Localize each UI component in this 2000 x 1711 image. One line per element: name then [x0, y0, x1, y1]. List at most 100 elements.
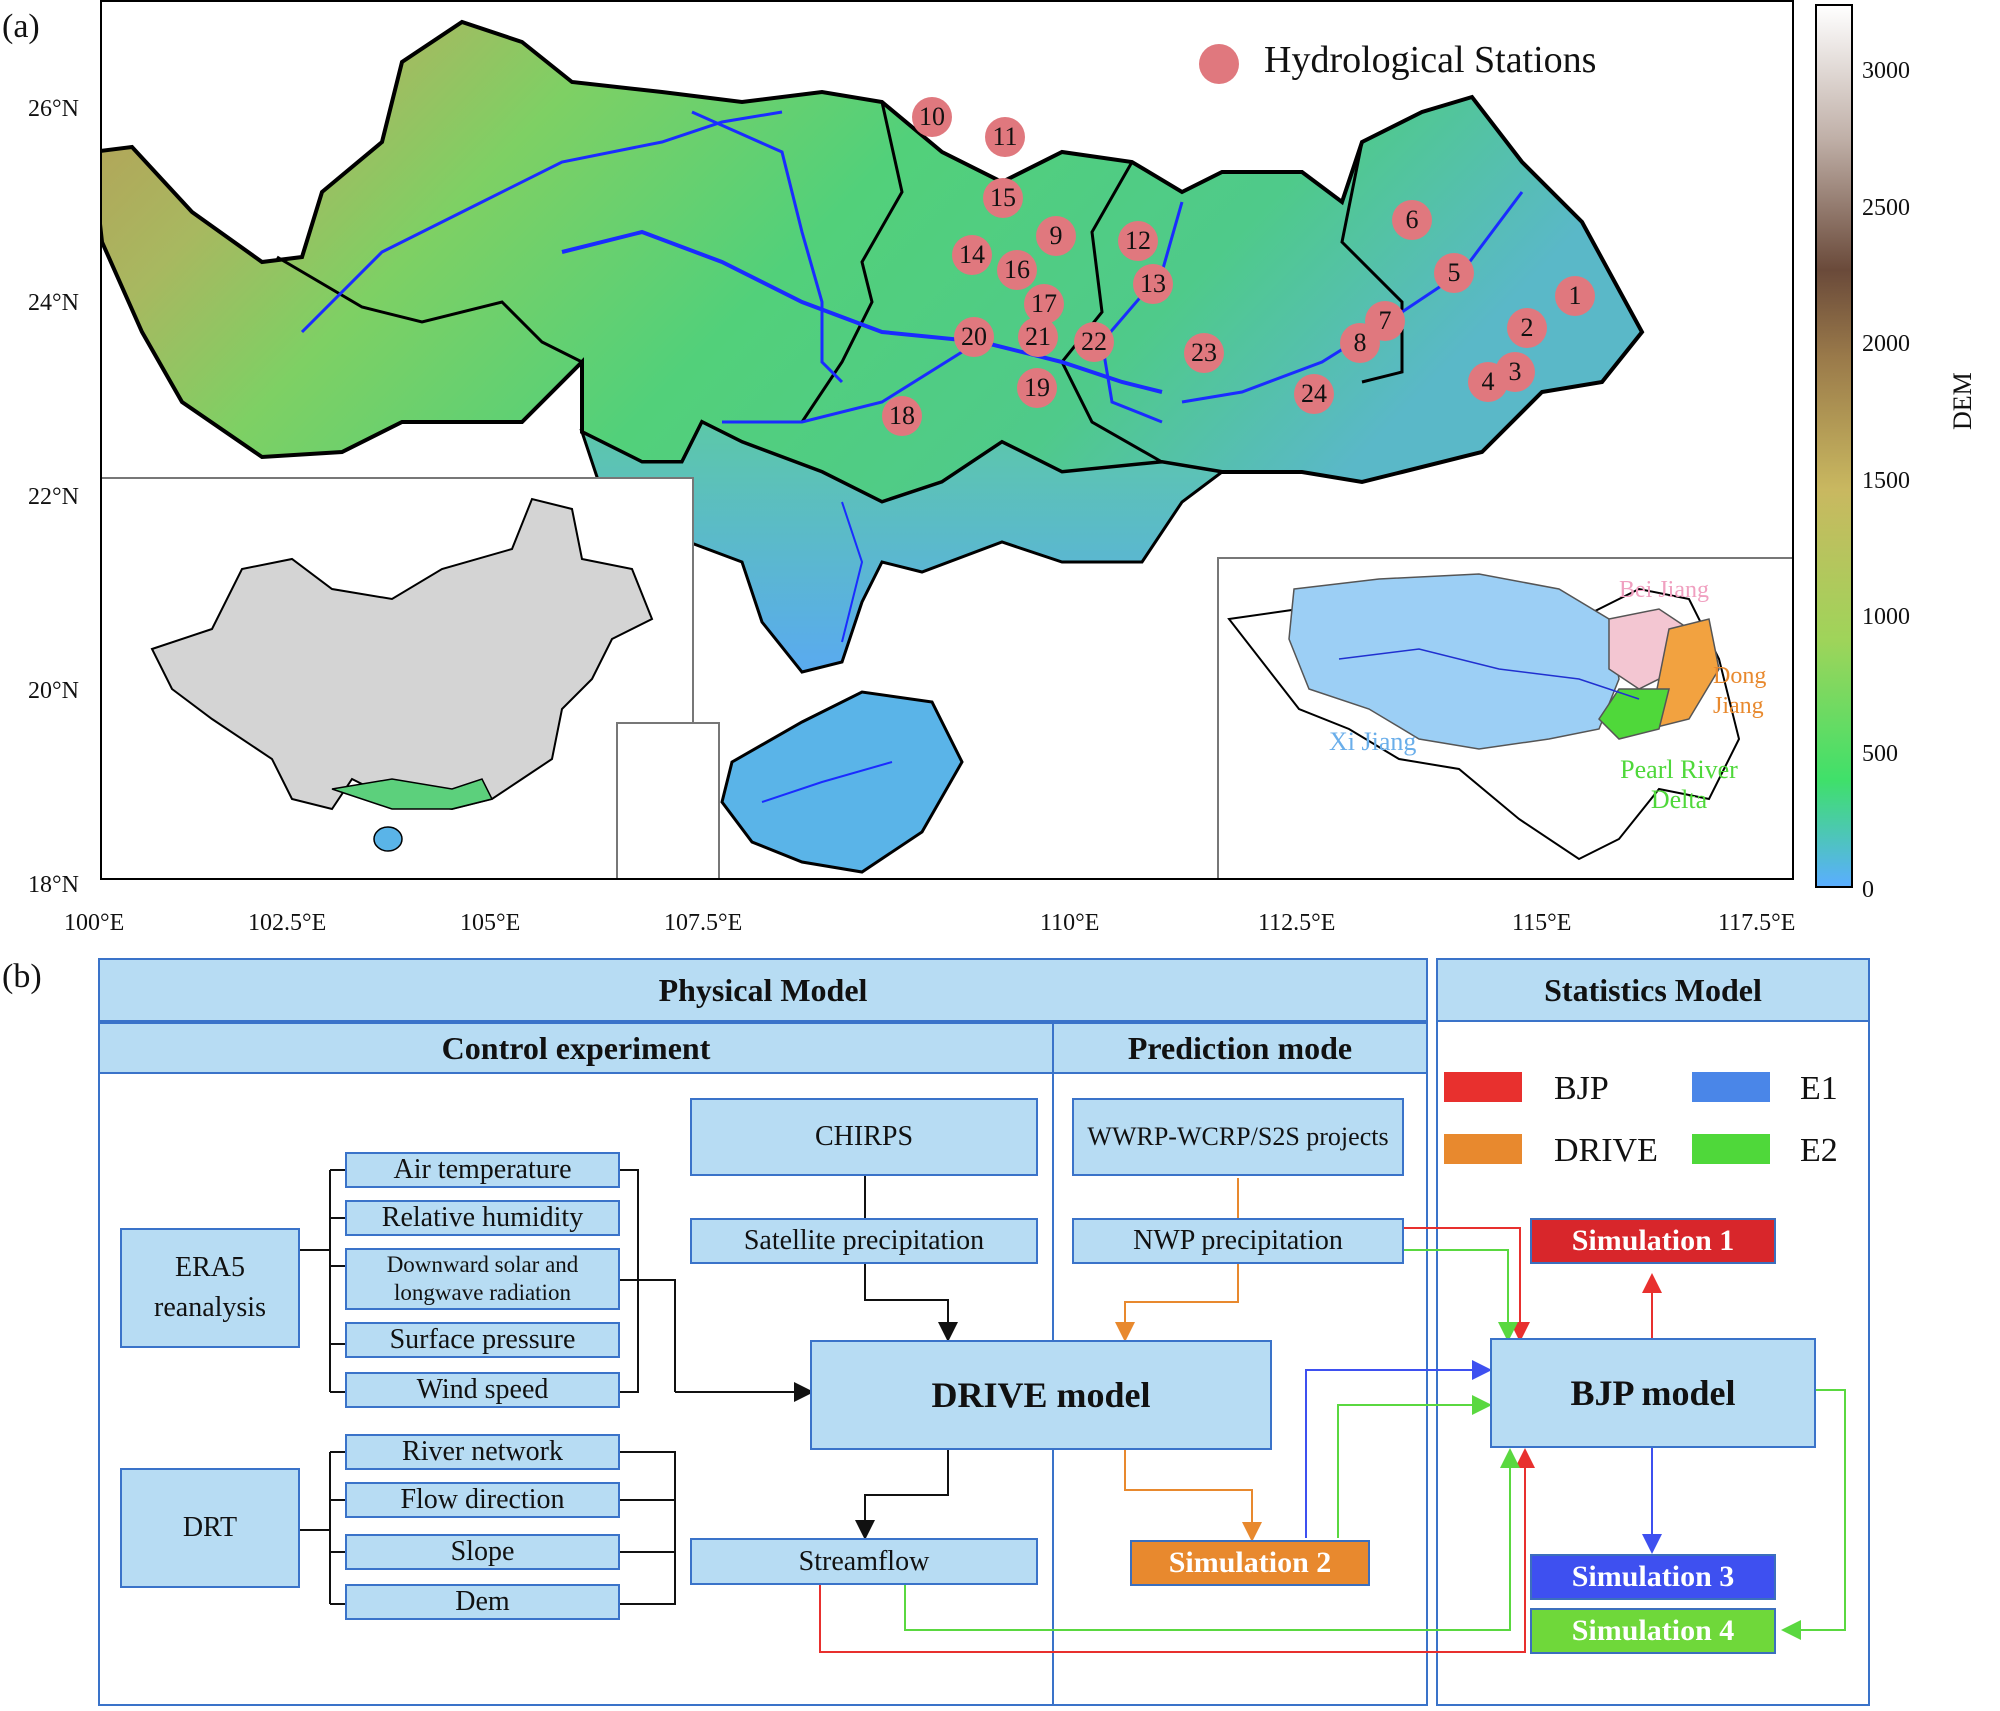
river: [722, 350, 963, 424]
china-inset: [102, 477, 694, 878]
station-marker: 8: [1340, 323, 1380, 363]
station-marker: 7: [1365, 301, 1405, 341]
station-marker: 14: [952, 235, 992, 275]
simulation-2-box: Simulation 2: [1130, 1540, 1370, 1586]
simulation-4-box: Simulation 4: [1530, 1608, 1776, 1654]
lon-tick-label: 107.5°E: [664, 910, 743, 936]
river: [691, 110, 844, 384]
radiation-box: Downward solar and longwave radiation: [345, 1248, 620, 1310]
river: [841, 501, 864, 643]
station-marker: 23: [1184, 333, 1224, 373]
statistics-model-header: Statistics Model: [1436, 958, 1870, 1022]
colorbar-tick: 500: [1862, 741, 1898, 767]
colorbar-tick: 0: [1862, 877, 1874, 903]
lat-tick-label: 22°N: [28, 484, 79, 510]
china-inset-map: [150, 497, 654, 852]
river-network-box: River network: [345, 1434, 620, 1470]
coastal-lowland-region: [579, 419, 1226, 674]
lon-tick-label: 102.5°E: [248, 910, 327, 936]
station-marker: 6: [1392, 200, 1432, 240]
station-marker: 20: [954, 317, 994, 357]
bjp-model-box: BJP model: [1490, 1338, 1816, 1448]
legend-label-e2: E2: [1800, 1132, 1838, 1169]
station-legend-label: Hydrological Stations: [1264, 39, 1597, 81]
station-marker: 4: [1468, 362, 1508, 402]
station-marker: 5: [1434, 253, 1474, 293]
lon-tick-label: 112.5°E: [1258, 910, 1336, 936]
dong-jiang-label: Dong Jiang: [1713, 663, 1767, 719]
station-marker: 24: [1294, 374, 1334, 414]
station-marker: 2: [1507, 308, 1547, 348]
station-marker: 9: [1036, 216, 1076, 256]
station-marker: 16: [997, 250, 1037, 290]
station-marker: 13: [1133, 264, 1173, 304]
lon-tick-label: 100°E: [64, 910, 125, 936]
pearl-river-delta-label: Pearl River Delta: [1620, 755, 1738, 814]
relative-humidity-box: Relative humidity: [345, 1200, 620, 1236]
legend-label-bjp: BJP: [1554, 1070, 1609, 1107]
wind-speed-box: Wind speed: [345, 1372, 620, 1408]
lon-tick-label: 115°E: [1512, 910, 1572, 936]
lon-tick-label: 105°E: [460, 910, 521, 936]
legend-swatch-drive: [1444, 1134, 1522, 1164]
lon-tick-label: 110°E: [1040, 910, 1100, 936]
lat-tick-label: 24°N: [28, 290, 79, 316]
basin-inset-map: [1227, 573, 1741, 861]
legend-swatch-e2: [1692, 1134, 1770, 1164]
colorbar-tick: 2000: [1862, 331, 1910, 357]
air-temperature-box: Air temperature: [345, 1152, 620, 1188]
colorbar-tick: 3000: [1862, 58, 1910, 84]
s2s-projects-box: WWRP-WCRP/S2S projects: [1072, 1098, 1404, 1176]
streamflow-box: Streamflow: [690, 1538, 1038, 1585]
station-legend-marker: [1199, 44, 1239, 84]
legend-swatch-e1: [1692, 1072, 1770, 1102]
slope-box: Slope: [345, 1534, 620, 1570]
station-marker: 15: [983, 178, 1023, 218]
river: [761, 761, 893, 803]
legend-label-drive: DRIVE: [1554, 1132, 1658, 1169]
flow-direction-box: Flow direction: [345, 1482, 620, 1518]
station-marker: 18: [882, 396, 922, 436]
station-marker: 19: [1017, 368, 1057, 408]
map-panel: 1 2 3 4 5 6 7 8 9 10 11 12 13 14 15 16 1…: [100, 0, 1794, 880]
simulation-1-box: Simulation 1: [1530, 1218, 1776, 1264]
subbasin-border: [1340, 141, 1404, 384]
lat-tick-label: 26°N: [28, 96, 79, 122]
physical-model-header: Physical Model: [98, 958, 1428, 1022]
hainan-island: [720, 690, 964, 874]
basin-inset: Bei Jiang Dong Jiang Xi Jiang Pearl Rive…: [1217, 557, 1792, 878]
dem-box: Dem: [345, 1584, 620, 1620]
station-marker: 11: [985, 117, 1025, 157]
lon-tick-label: 117.5°E: [1718, 910, 1796, 936]
surface-pressure-box: Surface pressure: [345, 1322, 620, 1358]
bei-jiang-label: Bei Jiang: [1619, 577, 1709, 603]
colorbar-tick: 2500: [1862, 195, 1910, 221]
lat-tick-label: 18°N: [28, 872, 79, 898]
station-marker: 12: [1118, 221, 1158, 261]
station-marker: 22: [1074, 322, 1114, 362]
legend-label-e1: E1: [1800, 1070, 1838, 1107]
river: [300, 110, 783, 334]
subbasin-border: [276, 255, 583, 364]
panel-a-label: (a): [2, 8, 40, 45]
station-marker: 10: [912, 97, 952, 137]
era5-box: ERA5 reanalysis: [120, 1228, 300, 1348]
drt-box: DRT: [120, 1468, 300, 1588]
legend-swatch-bjp: [1444, 1072, 1522, 1102]
south-china-sea-inset: [616, 722, 720, 878]
station-marker: 21: [1018, 317, 1058, 357]
colorbar-tick: 1500: [1862, 468, 1910, 494]
colorbar-tick: 1000: [1862, 604, 1910, 630]
station-marker: 1: [1555, 276, 1595, 316]
satellite-precipitation-box: Satellite precipitation: [690, 1218, 1038, 1264]
xi-jiang-label: Xi Jiang: [1329, 727, 1417, 756]
drive-model-box: DRIVE model: [810, 1340, 1272, 1450]
dem-colorbar: [1815, 4, 1853, 888]
simulation-3-box: Simulation 3: [1530, 1554, 1776, 1600]
prediction-mode-header: Prediction mode: [1052, 1022, 1428, 1074]
chirps-box: CHIRPS: [690, 1098, 1038, 1176]
nwp-precipitation-box: NWP precipitation: [1072, 1218, 1404, 1264]
subbasin-border: [800, 101, 904, 423]
panel-b-label: (b): [2, 958, 42, 995]
